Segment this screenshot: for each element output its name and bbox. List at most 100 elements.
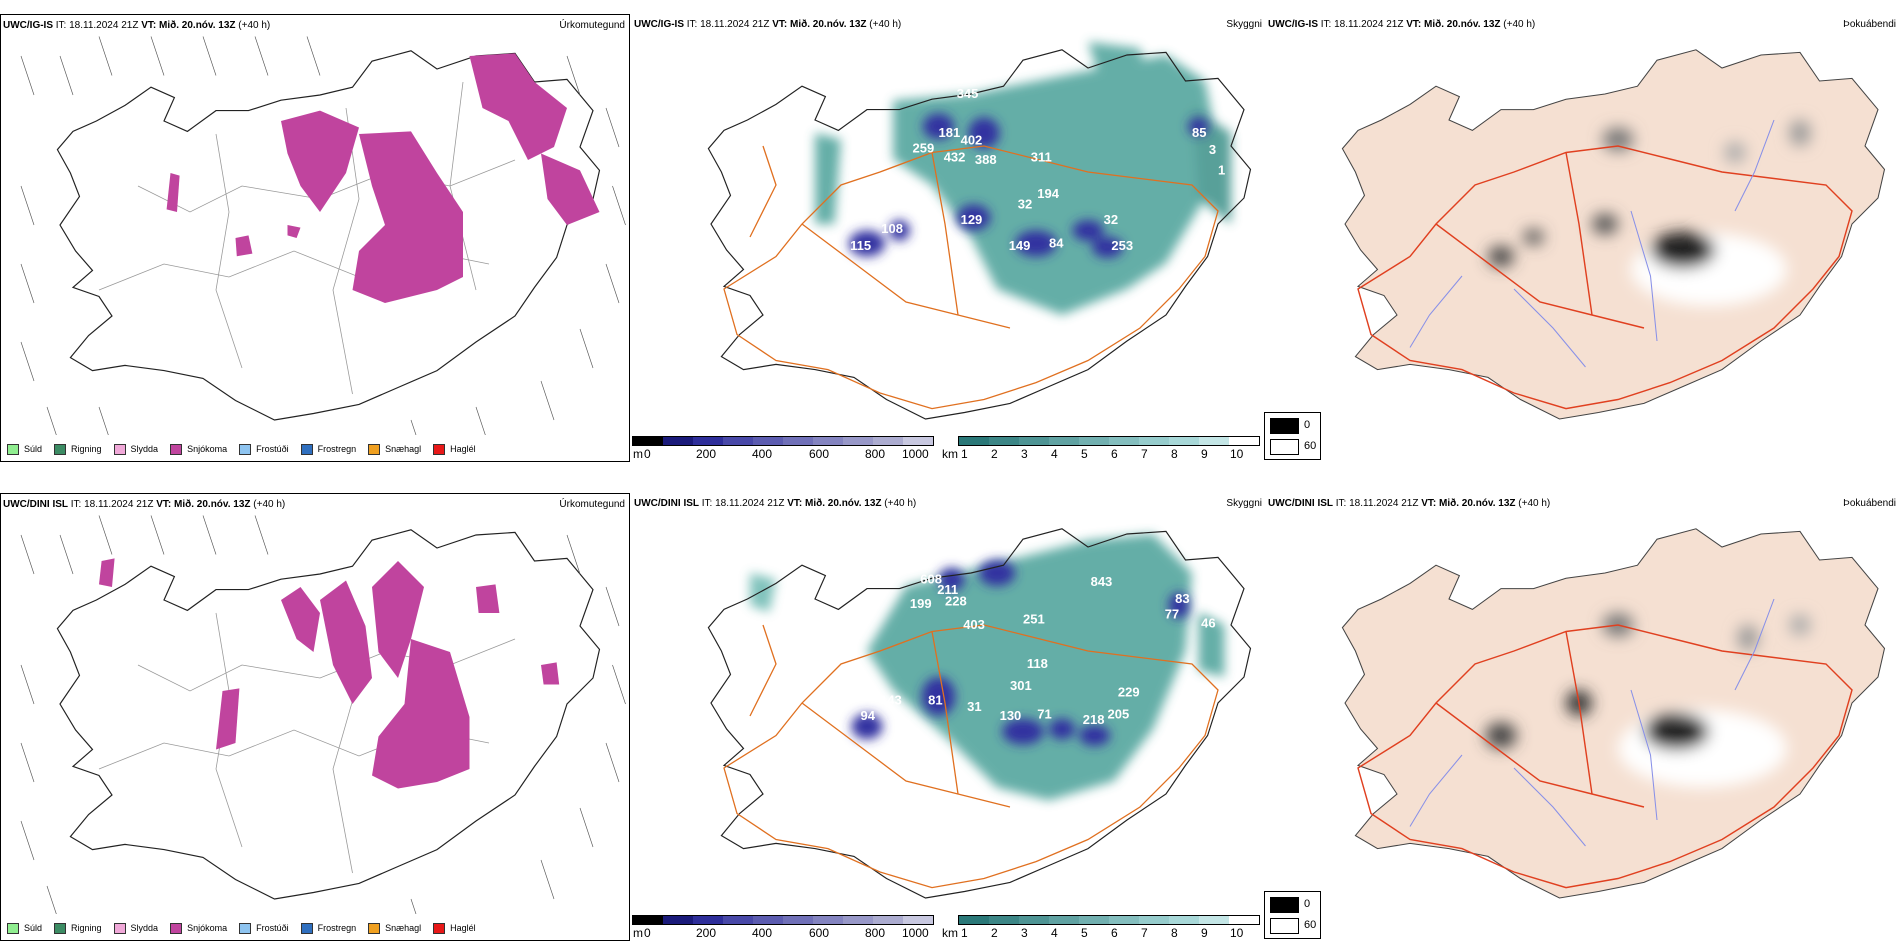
value-label: 194: [1037, 186, 1059, 201]
colorbar-tick: 400: [752, 926, 773, 940]
value-label: 218: [1083, 712, 1105, 727]
colorbar-tick: 9: [1201, 926, 1208, 940]
visibility-field-1: [815, 42, 1231, 315]
fog-field-1: [1488, 120, 1811, 306]
cloud-type-label-2: Skyggni: [1226, 498, 1262, 509]
colorbar-tick: 5: [1081, 447, 1088, 461]
colorbar-tick: 200: [696, 447, 717, 461]
colorbar-unit: m: [633, 926, 643, 940]
value-label: 81: [928, 692, 942, 707]
fog-map-2: [1341, 528, 1886, 899]
precip-map-2: [20, 515, 626, 914]
value-label: 229: [1118, 685, 1140, 700]
legend-item: Frostregn: [300, 922, 356, 934]
value-label: 345: [957, 86, 979, 101]
value-label: 32: [1104, 212, 1118, 227]
fog-panel-2: UWC/DINI ISL IT: 18.11.2024 21Z VT: Mið.…: [1266, 493, 1900, 941]
value-label: 3: [1209, 142, 1216, 157]
value-label: 402: [961, 133, 983, 148]
visibility-field-2: [750, 534, 1225, 801]
precip-legend-1: Súld Rigning Slydda Snjókoma Frostúði Fr…: [1, 437, 482, 461]
fog-title-1: UWC/IG-IS IT: 18.11.2024 21Z VT: Mið. 20…: [1268, 19, 1536, 30]
colorbar-unit: km: [942, 447, 958, 461]
value-label: 115: [850, 238, 871, 253]
value-label: 211: [937, 582, 958, 597]
cloudbase-colorbar-swatches: [632, 915, 934, 925]
snow-areas-2: [99, 558, 560, 789]
fog-key-1: 0 60: [1264, 412, 1321, 460]
fog-key-low: 60: [1304, 440, 1317, 452]
cloudbase-colorbar-2: m 0 200 400 600 800 1000: [632, 915, 934, 940]
value-label: 1: [1218, 163, 1225, 178]
value-label: 432: [944, 150, 966, 165]
legend-item: Súld: [7, 443, 42, 455]
legend-item: Frostúði: [239, 443, 289, 455]
visibility-colorbar-swatches: [958, 436, 1260, 446]
colorbar-tick: 5: [1081, 926, 1088, 940]
value-label: 253: [1111, 238, 1133, 253]
value-label: 83: [1175, 591, 1189, 606]
colorbar-tick: 6: [1111, 926, 1118, 940]
value-label: 46: [1201, 616, 1215, 631]
value-label: 205: [1108, 707, 1130, 722]
value-label: 388: [975, 152, 997, 167]
value-label: 84: [1049, 235, 1064, 250]
fog-field-2: [1485, 613, 1811, 788]
colorbar-tick: 4: [1051, 926, 1058, 940]
wind-barbs-1: [20, 36, 626, 435]
colorbar-tick: 600: [809, 926, 830, 940]
cloudbase-colorbar-swatches: [632, 436, 934, 446]
precip-title-1: UWC/IG-IS IT: 18.11.2024 21Z VT: Mið. 20…: [3, 20, 271, 31]
fog-type-label-2: Þokuábendi: [1843, 498, 1896, 509]
fog-key-low: 60: [1304, 919, 1317, 931]
precip-map-1: [20, 36, 626, 435]
value-label: 311: [1031, 150, 1052, 165]
fog-type-label-1: Þokuábendi: [1843, 19, 1896, 30]
legend-item: Rigning: [54, 922, 102, 934]
colorbar-unit: km: [942, 926, 958, 940]
colorbar-tick: 6: [1111, 447, 1118, 461]
colorbar-tick: 3: [1021, 926, 1028, 940]
value-label: 199: [910, 596, 932, 611]
fog-map-1: [1341, 49, 1886, 420]
fog-roads-2: [1357, 624, 1853, 889]
legend-item: Slydda: [113, 922, 158, 934]
value-label: 251: [1023, 612, 1045, 627]
legend-item: Súld: [7, 922, 42, 934]
value-labels-2: 608 211 228 199 403 251 843 83 77 46 118…: [861, 571, 1216, 726]
value-label: 71: [1037, 707, 1051, 722]
value-label: 608: [920, 571, 942, 586]
colorbar-tick: 800: [865, 926, 886, 940]
colorbar-tick: 1: [961, 926, 968, 940]
cloud-map-2: 608 211 228 199 403 251 843 83 77 46 118…: [707, 528, 1252, 899]
precip-panel-2: UWC/DINI ISL IT: 18.11.2024 21Z VT: Mið.…: [0, 493, 630, 941]
rivers-1: [1409, 119, 1775, 368]
visibility-colorbar-2: km 1 2 3 4 5 6 7 8 9 10: [942, 915, 1260, 940]
legend-item: Haglél: [433, 922, 476, 934]
value-label: 118: [1027, 656, 1048, 671]
value-label: 94: [861, 708, 876, 723]
precip-type-label-1: Úrkomutegund: [559, 20, 625, 31]
legend-item: Snæhagl: [368, 922, 421, 934]
colorbar-tick: 0: [644, 926, 651, 940]
value-label: 129: [961, 212, 983, 227]
value-label: 77: [1165, 607, 1179, 622]
cloud-panel-1: UWC/IG-IS IT: 18.11.2024 21Z VT: Mið. 20…: [632, 14, 1264, 462]
legend-item: Snjókoma: [170, 443, 227, 455]
cloud-title-2: UWC/DINI ISL IT: 18.11.2024 21Z VT: Mið.…: [634, 498, 917, 509]
roads-1: [723, 145, 1219, 410]
cloud-title-1: UWC/IG-IS IT: 18.11.2024 21Z VT: Mið. 20…: [634, 19, 902, 30]
value-label: 843: [1091, 574, 1113, 589]
value-label: 130: [1000, 708, 1022, 723]
colorbar-tick: 4: [1051, 447, 1058, 461]
precip-title-2: UWC/DINI ISL IT: 18.11.2024 21Z VT: Mið.…: [3, 499, 286, 510]
cloud-panel-2: UWC/DINI ISL IT: 18.11.2024 21Z VT: Mið.…: [632, 493, 1264, 941]
visibility-colorbar-swatches: [958, 915, 1260, 925]
colorbar-tick: 1: [961, 447, 968, 461]
value-label: 143: [880, 692, 902, 707]
colorbar-tick: 1000: [902, 926, 929, 940]
colorbar-tick: 8: [1171, 447, 1178, 461]
precip-legend-2: Súld Rigning Slydda Snjókoma Frostúði Fr…: [1, 916, 482, 940]
value-label: 31: [967, 699, 981, 714]
cloud-map-1: 345 181 402 259 432 388 311 194 85 3 115…: [707, 42, 1252, 420]
